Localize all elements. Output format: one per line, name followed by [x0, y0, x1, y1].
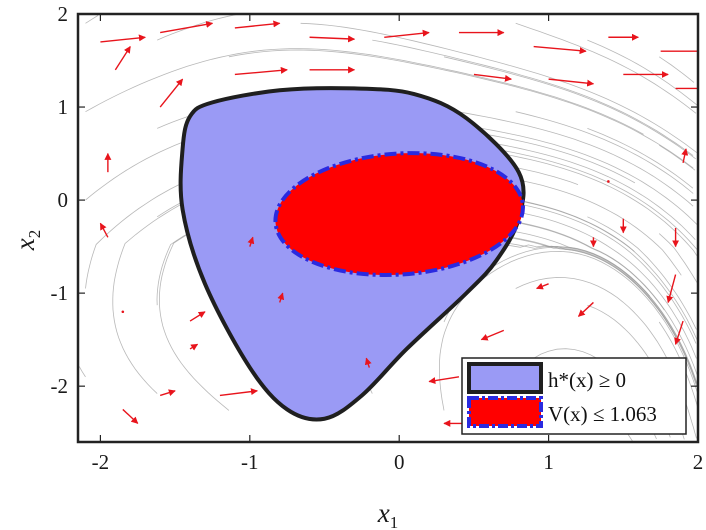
vector-arrow — [99, 222, 109, 238]
plot-frame — [76, 12, 700, 444]
y-tick-label: 0 — [58, 188, 69, 212]
vector-arrow — [160, 20, 214, 34]
vector-arrow — [122, 408, 139, 424]
vector-arrow — [681, 148, 689, 164]
streamline — [587, 39, 698, 106]
x-tick-label: 0 — [394, 450, 405, 474]
vector-arrow — [674, 320, 684, 345]
axis-ticks: -2 -1 0 1 2 -2 -1 0 1 2 — [51, 2, 704, 474]
vector-arrow — [114, 45, 131, 71]
y-tick-label: -1 — [51, 281, 69, 305]
x-tick-label: -2 — [92, 450, 110, 474]
vector-arrow — [533, 45, 587, 55]
streamline — [658, 56, 695, 83]
legend-swatch-v-region — [467, 396, 543, 428]
vector-arrow — [535, 282, 549, 290]
streamline — [85, 15, 99, 24]
x-tick-label: 1 — [543, 450, 554, 474]
vector-arrow — [480, 329, 505, 341]
streamline — [85, 48, 644, 135]
vector-arrow — [473, 73, 512, 82]
vector-arrow — [159, 78, 184, 108]
streamline — [78, 366, 86, 378]
vector-field-arrows — [99, 20, 698, 427]
streamline — [228, 49, 694, 169]
streamline — [300, 22, 698, 154]
vector-arrow — [309, 35, 356, 43]
vector-arrow — [159, 389, 176, 397]
vector-arrow — [234, 20, 281, 29]
vector-arrow — [384, 29, 430, 38]
y-tick-label: -2 — [51, 374, 69, 398]
streamline — [658, 144, 696, 171]
streamline — [658, 233, 698, 284]
vector-arrow — [189, 311, 206, 322]
streamline — [157, 14, 237, 41]
streamline — [443, 56, 697, 160]
legend-label-h-region: h*(x) ≥ 0 — [548, 368, 626, 392]
vector-arrow — [548, 78, 595, 87]
vector-arrow — [234, 66, 288, 76]
x-tick-label: 2 — [693, 450, 704, 474]
streamline — [587, 128, 694, 189]
vector-arrow — [666, 274, 677, 304]
vector-arrow — [189, 343, 199, 351]
streamline — [515, 22, 697, 114]
vector-arrow — [428, 376, 460, 385]
vector-arrow — [277, 292, 285, 303]
y-axis-label: x2 — [10, 230, 44, 251]
vector-arrow — [364, 357, 372, 368]
streamline — [515, 111, 694, 194]
region-v-sublevel — [273, 151, 525, 277]
vector-arrow — [100, 34, 146, 43]
streamline — [372, 39, 694, 156]
legend-label-v-region: V(x) ≤ 1.063 — [548, 402, 657, 426]
vector-arrow — [219, 388, 258, 397]
vector-arrow — [577, 301, 594, 317]
plot-area — [76, 12, 700, 444]
legend-swatch-h-region — [467, 362, 543, 394]
vector-arrow — [121, 310, 125, 314]
vector-arrow — [247, 236, 255, 247]
y-tick-label: 2 — [58, 2, 69, 26]
y-tick-label: 1 — [58, 95, 69, 119]
x-tick-label: -1 — [241, 450, 259, 474]
legend: h*(x) ≥ 0 V(x) ≤ 1.063 — [461, 357, 687, 435]
streamline — [438, 250, 698, 411]
vector-arrow — [607, 180, 610, 183]
x-axis-label: x1 — [377, 498, 398, 530]
streamline — [587, 216, 697, 330]
